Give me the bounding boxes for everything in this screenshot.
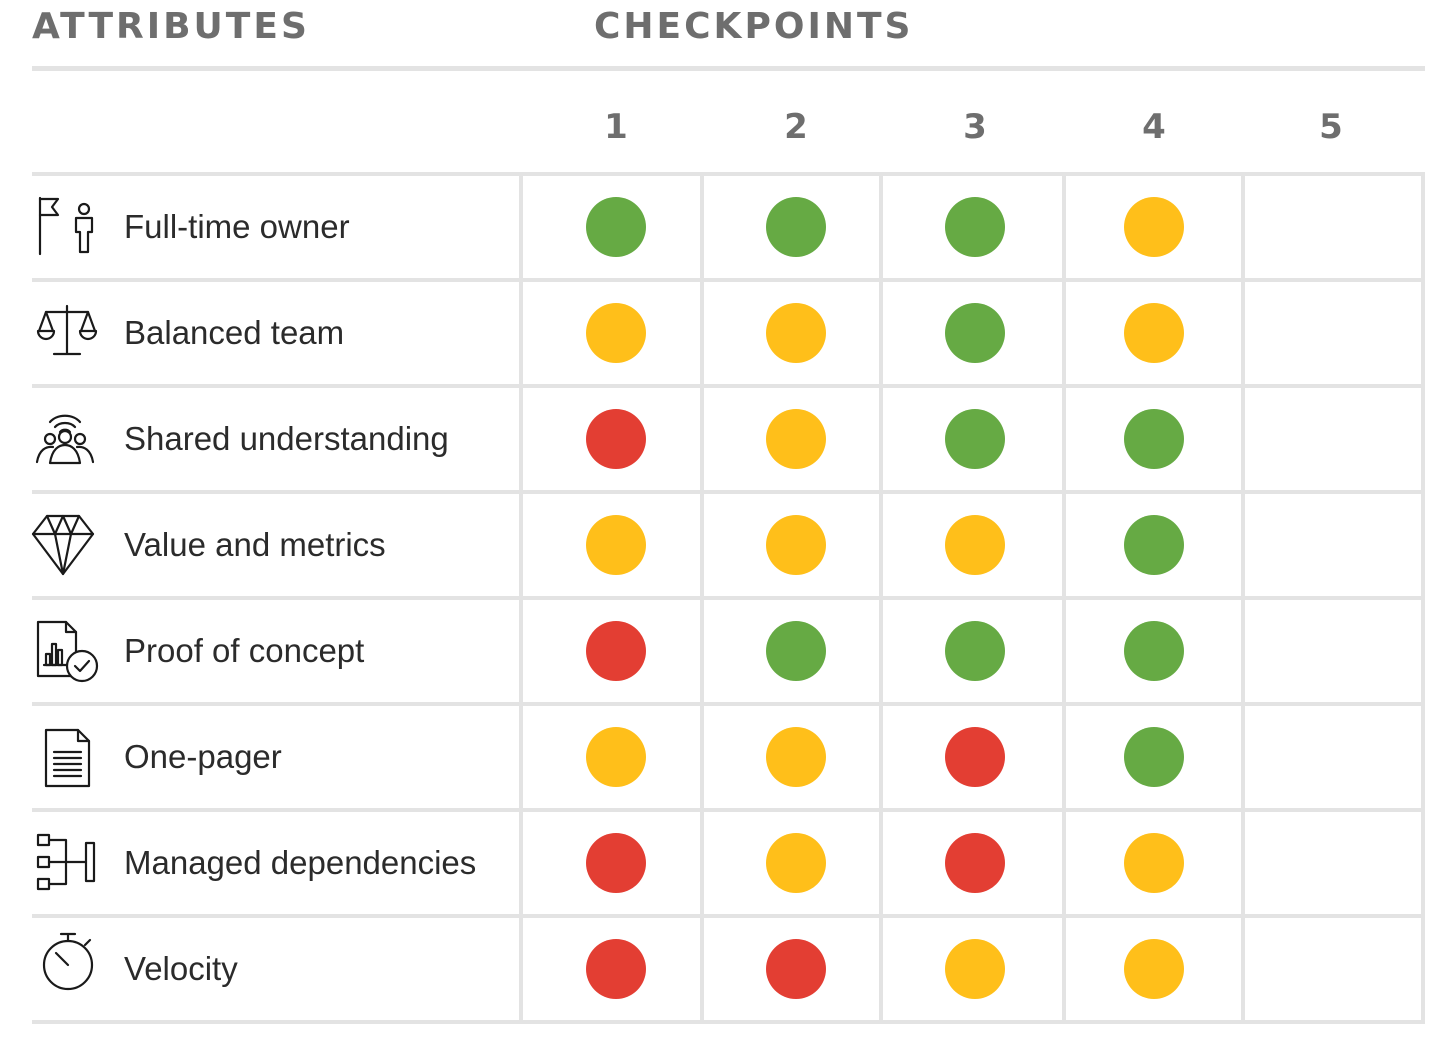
table-row: Value and metrics [124, 515, 1184, 575]
row-divider [32, 914, 1425, 918]
status-dot-yellow [586, 515, 646, 575]
scales-icon [36, 304, 98, 356]
status-dot-yellow [1124, 303, 1184, 363]
attributes-header: ATTRIBUTES [32, 6, 310, 47]
table-row: Velocity [124, 939, 1184, 999]
attribute-label: Full-time owner [124, 208, 350, 245]
status-dot-yellow [586, 303, 646, 363]
status-dot-red [945, 727, 1005, 787]
status-dot-yellow [1124, 939, 1184, 999]
status-dot-green [945, 303, 1005, 363]
table-row: Shared understanding [124, 409, 1184, 469]
table-row: Managed dependencies [124, 833, 1184, 893]
column-divider [519, 172, 523, 1024]
status-dot-yellow [945, 515, 1005, 575]
status-dot-yellow [945, 939, 1005, 999]
column-divider [1421, 172, 1425, 1024]
header-divider [32, 66, 1425, 71]
status-dot-green [766, 197, 826, 257]
status-dot-green [945, 621, 1005, 681]
status-dot-green [1124, 515, 1184, 575]
column-headers: 1 2 3 4 5 [604, 107, 1343, 147]
status-dot-yellow [1124, 197, 1184, 257]
stopwatch-icon [42, 932, 94, 991]
status-dot-yellow [1124, 833, 1184, 893]
row-divider [32, 702, 1425, 706]
attribute-label: One-pager [124, 738, 282, 775]
attribute-label: Value and metrics [124, 526, 386, 563]
status-dot-green [945, 409, 1005, 469]
status-dot-yellow [766, 833, 826, 893]
dependency-tree-icon [36, 833, 96, 891]
status-dot-red [586, 833, 646, 893]
status-dot-yellow [766, 409, 826, 469]
column-header-5: 5 [1319, 107, 1343, 147]
status-dot-green [586, 197, 646, 257]
column-divider [700, 172, 704, 1024]
row-divider [32, 172, 1425, 176]
flag-person-icon [38, 196, 94, 256]
row-divider [32, 278, 1425, 282]
status-dot-red [586, 409, 646, 469]
status-dot-green [1124, 727, 1184, 787]
attribute-label: Shared understanding [124, 420, 449, 457]
column-header-4: 4 [1142, 107, 1166, 147]
column-divider [879, 172, 883, 1024]
checkpoints-header: CHECKPOINTS [594, 6, 913, 47]
column-divider [1241, 172, 1245, 1024]
column-header-2: 2 [784, 107, 808, 147]
status-dot-yellow [766, 727, 826, 787]
status-dot-yellow [766, 303, 826, 363]
status-dot-yellow [586, 727, 646, 787]
attribute-label: Managed dependencies [124, 844, 476, 881]
attribute-label: Balanced team [124, 314, 344, 351]
table-row: Proof of concept [124, 621, 1184, 681]
row-divider [32, 596, 1425, 600]
table-row: One-pager [124, 727, 1184, 787]
row-divider [32, 1020, 1425, 1024]
attribute-label: Proof of concept [124, 632, 364, 669]
status-dot-green [1124, 621, 1184, 681]
table-rows: Full-time owner Balanced team Shared under… [124, 197, 1184, 999]
table-row: Full-time owner [124, 197, 1184, 257]
diamond-icon [31, 514, 95, 576]
status-dot-green [766, 621, 826, 681]
status-dot-red [586, 621, 646, 681]
row-divider [32, 808, 1425, 812]
document-chart-check-icon [36, 620, 99, 683]
document-icon [44, 728, 91, 788]
status-dot-green [945, 197, 1005, 257]
attribute-label: Velocity [124, 950, 238, 987]
status-dot-yellow [766, 515, 826, 575]
column-header-3: 3 [963, 107, 987, 147]
status-dot-red [945, 833, 1005, 893]
status-dot-red [766, 939, 826, 999]
column-divider [1062, 172, 1066, 1024]
row-divider [32, 490, 1425, 494]
status-dot-green [1124, 409, 1184, 469]
status-dot-red [586, 939, 646, 999]
group-signal-icon [35, 414, 95, 465]
table-row: Balanced team [124, 303, 1184, 363]
row-divider [32, 384, 1425, 388]
column-header-1: 1 [604, 107, 628, 147]
table-grid [32, 172, 1425, 1024]
